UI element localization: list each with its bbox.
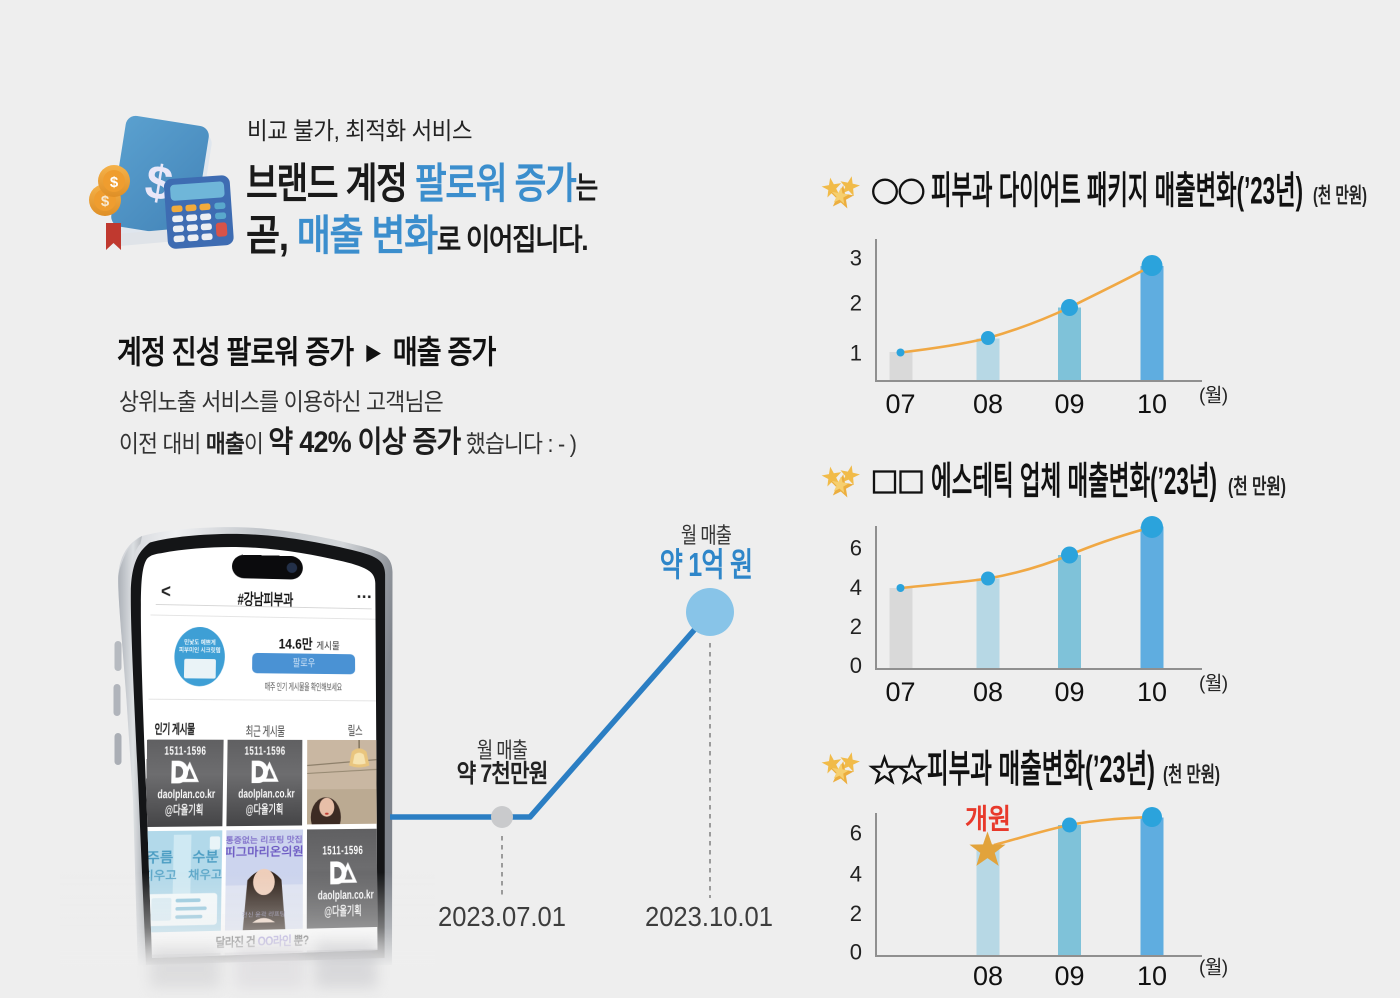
svg-text:개원: 개원 [965, 804, 1011, 835]
svg-text:2: 2 [850, 614, 862, 639]
svg-text:(월): (월) [1199, 385, 1228, 407]
svg-text:08: 08 [973, 961, 1003, 991]
svg-text:0: 0 [850, 653, 862, 678]
svg-text:4: 4 [850, 862, 862, 887]
svg-text:1: 1 [850, 341, 862, 366]
svg-text:0: 0 [850, 940, 862, 965]
svg-text:10: 10 [1137, 389, 1167, 419]
svg-text:(월): (월) [1199, 957, 1228, 979]
svg-text:08: 08 [973, 389, 1003, 419]
svg-text:6: 6 [850, 536, 862, 561]
svg-text:08: 08 [973, 677, 1003, 707]
svg-text:3: 3 [850, 246, 862, 271]
svg-text:4: 4 [850, 575, 862, 600]
svg-text:07: 07 [885, 677, 915, 707]
svg-text:(천 만원): (천 만원) [1163, 764, 1220, 787]
svg-text:10: 10 [1137, 961, 1167, 991]
svg-text:09: 09 [1054, 677, 1084, 707]
svg-text:(천 만원): (천 만원) [1313, 185, 1367, 208]
svg-text:07: 07 [885, 389, 915, 419]
svg-text:09: 09 [1054, 961, 1084, 991]
svg-text:에스테틱 업체 매출변화(’23년): 에스테틱 업체 매출변화(’23년) [931, 461, 1217, 503]
svg-text:(천 만원): (천 만원) [1228, 476, 1286, 499]
svg-text:(월): (월) [1199, 673, 1228, 695]
svg-text:6: 6 [850, 821, 862, 846]
svg-text:피부과 다이어트 패키지 매출변화(’23년): 피부과 다이어트 패키지 매출변화(’23년) [931, 171, 1303, 213]
svg-text:2: 2 [850, 291, 862, 316]
svg-text:09: 09 [1054, 389, 1084, 419]
svg-text:2: 2 [850, 901, 862, 926]
svg-text:10: 10 [1137, 677, 1167, 707]
svg-text:피부과 매출변화(’23년): 피부과 매출변화(’23년) [927, 749, 1155, 791]
